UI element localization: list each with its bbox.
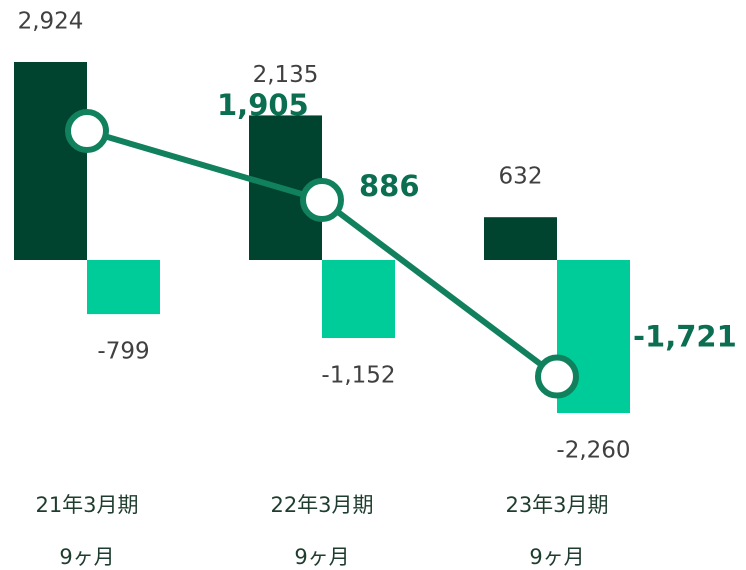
bar [87,260,160,315]
line-point [65,109,109,154]
line-value-label: 886 [359,169,420,203]
category-label: 9ヶ月 [529,545,584,569]
line-point [535,354,579,399]
bar [484,217,557,260]
category-label: 23年3月期 [505,493,608,517]
category-label: 22年3月期 [270,493,373,517]
bar [322,260,395,339]
value-label: 2,924 [18,9,84,35]
category-label: 9ヶ月 [59,545,114,569]
line-point [300,178,344,223]
value-label: -1,152 [321,363,395,389]
category-label: 9ヶ月 [294,545,349,569]
value-label: 632 [499,164,543,190]
category-label: 21年3月期 [35,493,138,517]
value-label: -2,260 [556,438,630,464]
value-label: 2,135 [253,62,319,88]
line-value-label: 1,905 [217,88,309,122]
bar [14,62,87,260]
value-label: -799 [97,339,149,365]
line-value-label: -1,721 [633,320,737,354]
